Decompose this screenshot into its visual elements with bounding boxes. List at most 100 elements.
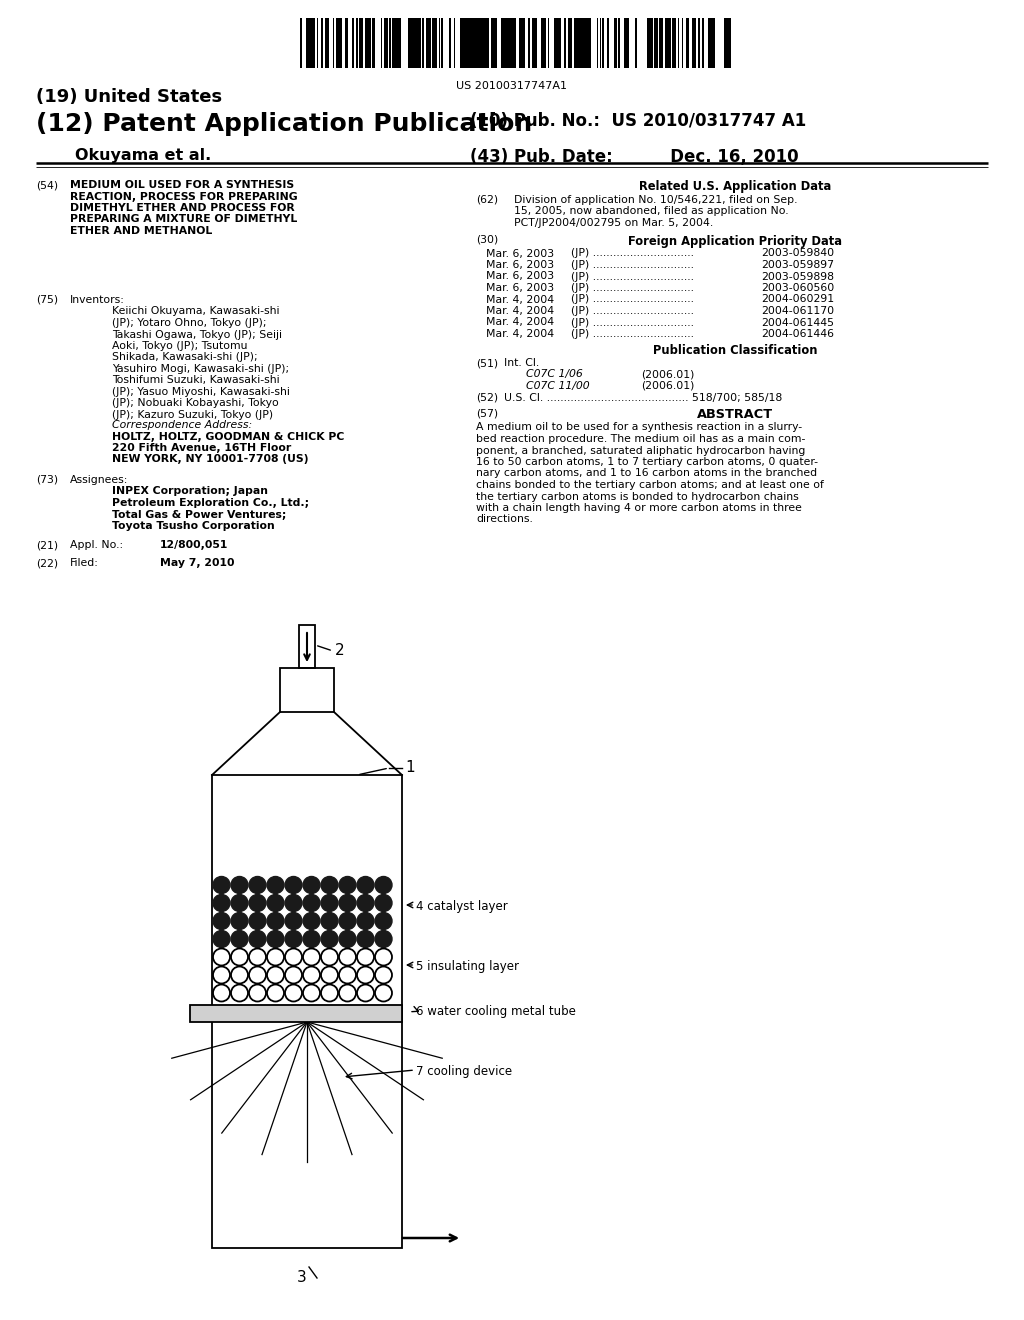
Circle shape	[321, 931, 338, 948]
Text: 1: 1	[406, 760, 415, 775]
Circle shape	[357, 931, 374, 948]
Bar	[394, 18, 396, 69]
Bar	[696, 18, 698, 69]
Bar	[715, 18, 718, 69]
Bar	[615, 18, 617, 69]
Circle shape	[303, 931, 319, 948]
Text: (43) Pub. Date:          Dec. 16, 2010: (43) Pub. Date: Dec. 16, 2010	[470, 148, 799, 166]
Bar	[311, 18, 313, 69]
Bar	[419, 18, 421, 69]
Bar	[711, 18, 713, 69]
Bar	[598, 18, 600, 69]
Text: INPEX Corporation; Japan: INPEX Corporation; Japan	[112, 487, 268, 496]
Text: Appl. No.:: Appl. No.:	[70, 540, 123, 550]
Bar	[659, 18, 662, 69]
Text: 6 water cooling metal tube: 6 water cooling metal tube	[416, 1005, 575, 1018]
Bar	[635, 18, 637, 69]
Bar	[530, 18, 532, 69]
Text: Inventors:: Inventors:	[70, 294, 125, 305]
Bar	[458, 18, 460, 69]
Text: 2003-060560: 2003-060560	[761, 282, 835, 293]
Bar	[392, 18, 394, 69]
Bar	[519, 18, 522, 69]
Text: (JP); Yasuo Miyoshi, Kawasaki-shi: (JP); Yasuo Miyoshi, Kawasaki-shi	[112, 387, 290, 397]
Circle shape	[339, 912, 356, 929]
Bar	[356, 18, 358, 69]
Bar	[474, 18, 476, 69]
Bar	[342, 18, 345, 69]
Bar	[406, 18, 408, 69]
Text: C07C 1/06: C07C 1/06	[526, 370, 583, 380]
Text: Int. Cl.: Int. Cl.	[504, 358, 540, 368]
Text: (21): (21)	[36, 540, 58, 550]
Circle shape	[249, 912, 266, 929]
Bar	[525, 18, 527, 69]
Circle shape	[375, 876, 392, 894]
Bar	[443, 18, 446, 69]
Bar	[212, 775, 402, 1247]
Text: (JP) ..............................: (JP) ..............................	[571, 318, 694, 327]
Bar	[549, 18, 551, 69]
Text: Mar. 4, 2004: Mar. 4, 2004	[486, 306, 554, 315]
Circle shape	[357, 895, 374, 912]
Text: Mar. 6, 2003: Mar. 6, 2003	[486, 272, 554, 281]
Bar	[375, 18, 378, 69]
Text: 5 insulating layer: 5 insulating layer	[416, 960, 519, 973]
Text: (22): (22)	[36, 558, 58, 568]
Bar	[537, 18, 539, 69]
Text: ETHER AND METHANOL: ETHER AND METHANOL	[70, 226, 212, 236]
Bar	[528, 18, 530, 69]
Bar	[561, 18, 564, 69]
Circle shape	[285, 876, 302, 894]
Circle shape	[303, 912, 319, 929]
Text: Aoki, Tokyo (JP); Tsutomu: Aoki, Tokyo (JP); Tsutomu	[112, 341, 248, 351]
Circle shape	[339, 931, 356, 948]
Text: Division of application No. 10/546,221, filed on Sep.: Division of application No. 10/546,221, …	[514, 195, 798, 205]
Bar	[435, 18, 437, 69]
Circle shape	[231, 895, 248, 912]
Circle shape	[249, 895, 266, 912]
Circle shape	[231, 876, 248, 894]
Bar	[302, 18, 304, 69]
Circle shape	[213, 895, 230, 912]
Circle shape	[285, 895, 302, 912]
Bar	[647, 18, 650, 69]
Bar	[308, 18, 311, 69]
Text: (52): (52)	[476, 392, 498, 403]
Bar	[329, 18, 331, 69]
Bar	[362, 18, 365, 69]
Bar	[585, 18, 588, 69]
Bar	[639, 18, 641, 69]
Bar	[630, 18, 632, 69]
Bar	[508, 18, 511, 69]
Bar	[412, 18, 415, 69]
Bar	[637, 18, 639, 69]
Bar	[416, 18, 418, 69]
Circle shape	[303, 895, 319, 912]
Text: 220 Fifth Avenue, 16TH Floor: 220 Fifth Avenue, 16TH Floor	[112, 444, 291, 453]
Bar	[592, 18, 594, 69]
Circle shape	[375, 931, 392, 948]
Circle shape	[267, 912, 284, 929]
Text: (19) United States: (19) United States	[36, 88, 222, 106]
Text: REACTION, PROCESS FOR PREPARING: REACTION, PROCESS FOR PREPARING	[70, 191, 298, 202]
Circle shape	[321, 876, 338, 894]
Text: (JP) ..............................: (JP) ..............................	[571, 248, 694, 259]
Bar	[551, 18, 554, 69]
Circle shape	[285, 912, 302, 929]
Text: 2003-059897: 2003-059897	[761, 260, 834, 271]
Bar	[705, 18, 706, 69]
Circle shape	[267, 895, 284, 912]
Bar	[645, 18, 647, 69]
Text: (2006.01): (2006.01)	[641, 381, 694, 391]
Circle shape	[321, 895, 338, 912]
Text: NEW YORK, NY 10001-7708 (US): NEW YORK, NY 10001-7708 (US)	[112, 454, 308, 465]
Text: 2004-060291: 2004-060291	[761, 294, 835, 305]
Text: (12) Patent Application Publication: (12) Patent Application Publication	[36, 112, 532, 136]
Bar	[632, 18, 635, 69]
Bar	[564, 18, 566, 69]
Bar	[683, 18, 686, 69]
Bar	[514, 18, 516, 69]
Bar	[503, 18, 506, 69]
Text: A medium oil to be used for a synthesis reaction in a slurry-: A medium oil to be used for a synthesis …	[476, 422, 802, 433]
